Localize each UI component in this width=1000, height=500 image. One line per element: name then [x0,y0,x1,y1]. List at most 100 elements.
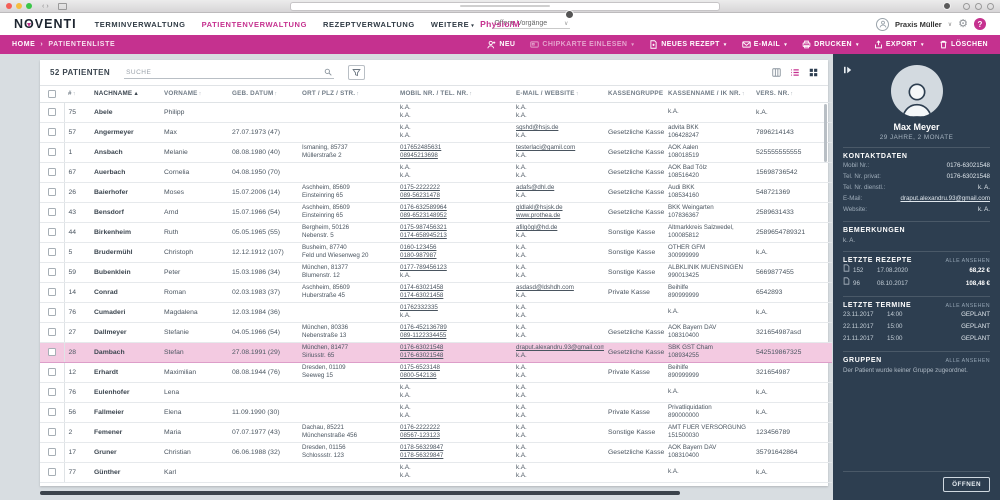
cell-link[interactable]: 01762332335 [400,304,438,311]
row-checkbox[interactable] [47,308,56,316]
user-avatar-icon[interactable] [876,17,890,31]
collapse-sidebar-icon[interactable] [843,61,853,74]
address-bar[interactable] [289,1,720,11]
row-checkbox[interactable] [47,208,56,216]
row-checkbox[interactable] [47,408,56,416]
cell-link[interactable]: 0177-789456123 [400,264,447,271]
neues-rezept-button[interactable]: NEUES REZEPT ▾ [649,40,726,49]
user-name[interactable]: Praxis Müller [895,19,942,29]
window-close-button[interactable] [6,3,12,9]
cell-link[interactable]: 0800-542136 [400,372,437,379]
termine-see-all-link[interactable]: ALLE ANSEHEN [945,303,990,309]
column-header-kassenname-ik-nr-[interactable]: KASSENNAME / IK NR.↑ [664,86,752,103]
search-input[interactable] [124,66,335,78]
cell-link[interactable]: 0174-63021458 [400,292,444,299]
table-row[interactable]: 44 Birkenheim Ruth 05.05.1965 (55) Bergheim,… [40,222,832,243]
table-row[interactable]: 75 Abele Philipp k.A. k.A. k.A. k.A. k.A. k.A. [40,102,832,123]
row-checkbox[interactable] [47,248,56,256]
cell-link[interactable]: 0178-56329847 [400,452,444,459]
table-row[interactable]: 1 Ansbach Melanie 08.08.1980 (40) Ismaning, … [40,142,832,163]
cell-link[interactable]: adafs@dhl.de [516,184,555,191]
window-minimize-button[interactable] [16,3,22,9]
row-checkbox[interactable] [47,108,56,116]
grid-view-icon[interactable] [809,64,818,82]
rezepte-see-all-link[interactable]: ALLE ANSEHEN [945,258,990,264]
table-row[interactable]: 57 Angermeyer Max 27.07.1973 (47) k.A. k.A. sg… [40,122,832,143]
row-checkbox[interactable] [47,328,56,336]
cell-link[interactable]: www.prothea.de [516,212,561,219]
termin-row[interactable]: 21.11.2017 15:00 GEPLANT [843,333,990,345]
browser-back-button[interactable]: ‹ [42,2,45,10]
table-row[interactable]: 27 Dallmeyer Stefanie 04.05.1966 (54) Münche… [40,322,832,343]
cell-link[interactable]: 0175-2222222 [400,184,440,191]
cell-link[interactable]: 0174-63021458 [400,284,444,291]
column-header-nachname[interactable]: NACHNAME▲ [90,86,160,103]
cell-link[interactable]: 08945213698 [400,152,438,159]
table-row[interactable]: 26 Baierhofer Moses 15.07.2006 (14) Aschheim… [40,182,832,203]
row-checkbox[interactable] [47,128,56,136]
open-cases-dropdown[interactable]: Offene Vorgänge ∨ [492,10,575,29]
cell-link[interactable]: 08567-123123 [400,432,440,439]
cell-link[interactable]: draput.alexandru.93@gmail.com [516,344,604,351]
row-checkbox[interactable] [47,448,56,456]
cell-link[interactable]: 0180-987987 [400,252,437,259]
row-checkbox[interactable] [47,188,56,196]
table-row[interactable]: 76 Eulenhofer Lena k.A. k.A. k.A. k.A. k.A. k.A. [40,382,832,403]
row-checkbox[interactable] [47,368,56,376]
löschen-button[interactable]: LÖSCHEN [939,40,988,49]
horizontal-scrollbar[interactable] [40,491,680,495]
cell-link[interactable]: 089-1122334455 [400,332,447,339]
table-row[interactable]: 2 Femener Maria 07.07.1977 (43) Dachau, 8522… [40,422,832,443]
table-row[interactable]: 28 Dambach Stefan 27.08.1991 (29) München, 8… [40,341,832,363]
table-row[interactable]: 5 Brudermühl Christoph 12.12.1912 (107) Bush… [40,242,832,263]
table-row[interactable]: 14 Conrad Roman 02.03.1983 (37) Aschheim, 85… [40,282,832,303]
cell-link[interactable]: 0175-6523148 [400,364,440,371]
table-row[interactable]: 77 Günther Karl k.A. k.A. k.A. k.A. k.A. k.A. [40,462,832,483]
drucken-button[interactable]: DRUCKEN ▾ [802,40,859,49]
table-row[interactable]: 12 Erhardt Maximilian 08.08.1944 (76) Dresde… [40,362,832,383]
gear-icon[interactable]: ⚙ [958,17,968,30]
termin-row[interactable]: 22.11.2017 15:00 GEPLANT [843,321,990,333]
browser-action-icon[interactable] [987,2,994,10]
table-row[interactable]: 67 Auerbach Cornelia 04.08.1950 (70) k.A. k.A… [40,162,832,183]
row-checkbox[interactable] [47,268,56,276]
cell-link[interactable]: 0176-63021548 [400,352,444,359]
row-checkbox[interactable] [47,288,56,296]
help-button[interactable]: ? [974,18,986,30]
column-header-vorname[interactable]: VORNAME↑ [160,86,228,103]
nav-item-rezeptverwaltung[interactable]: REZEPTVERWALTUNG [323,19,415,29]
cell-link[interactable]: 0160-123456 [400,244,437,251]
window-zoom-button[interactable] [26,3,32,9]
cell-link[interactable]: 0174-658945213 [400,232,447,239]
termin-row[interactable]: 23.11.2017 14:00 GEPLANT [843,309,990,321]
cell-link[interactable]: sgshd@hsjs.de [516,124,559,131]
column-header-geb-datum[interactable]: GEB. DATUM↑ [228,86,298,103]
table-row[interactable]: 17 Gruner Christian 06.06.1988 (32) Dresden,… [40,442,832,463]
row-checkbox[interactable] [47,228,56,236]
breadcrumb-home[interactable]: HOME [12,41,36,48]
column-header-vers-nr-[interactable]: VERS. NR.↑ [752,86,832,103]
row-checkbox[interactable] [47,428,56,436]
cell-link[interactable]: 0176-632589964 [400,204,447,211]
column-header-e-mail-website[interactable]: E-MAIL / WEBSITE↑ [512,86,604,103]
select-all-checkbox[interactable] [48,89,56,98]
column-header-mobil-nr-tel-nr-[interactable]: MOBIL NR. / TEL. NR.↑ [396,86,512,103]
column-header-ort-plz-str-[interactable]: ORT / PLZ / STR.↑ [298,86,396,103]
row-checkbox[interactable] [47,168,56,176]
nav-item-patientenverwaltung[interactable]: PATIENTENVERWALTUNG [201,19,308,29]
row-checkbox[interactable] [47,468,56,476]
cell-link[interactable]: asdasd@ldshdh.com [516,284,574,291]
cell-link[interactable]: 017652485631 [400,144,442,151]
neu-button[interactable]: NEU [487,40,515,49]
export-button[interactable]: EXPORT ▾ [874,40,924,49]
filter-button[interactable] [348,65,366,80]
cell-link[interactable]: 0176-2222222 [400,424,440,431]
row-checkbox[interactable] [47,388,56,396]
vertical-scrollbar[interactable] [824,104,827,162]
cell-link[interactable]: afilgögl@hd.de [516,224,558,231]
cell-link[interactable]: 0176-63021548 [400,344,444,351]
table-row[interactable]: 76 Cumaderi Magdalena 12.03.1984 (36) 017623… [40,302,832,323]
kontakt-value-link[interactable]: draput.alexandru.93@gmail.com [900,195,990,202]
table-row[interactable]: 59 Bubenklein Peter 15.03.1986 (34) München,… [40,262,832,283]
gruppen-see-all-link[interactable]: ALLE ANSEHEN [945,358,990,364]
